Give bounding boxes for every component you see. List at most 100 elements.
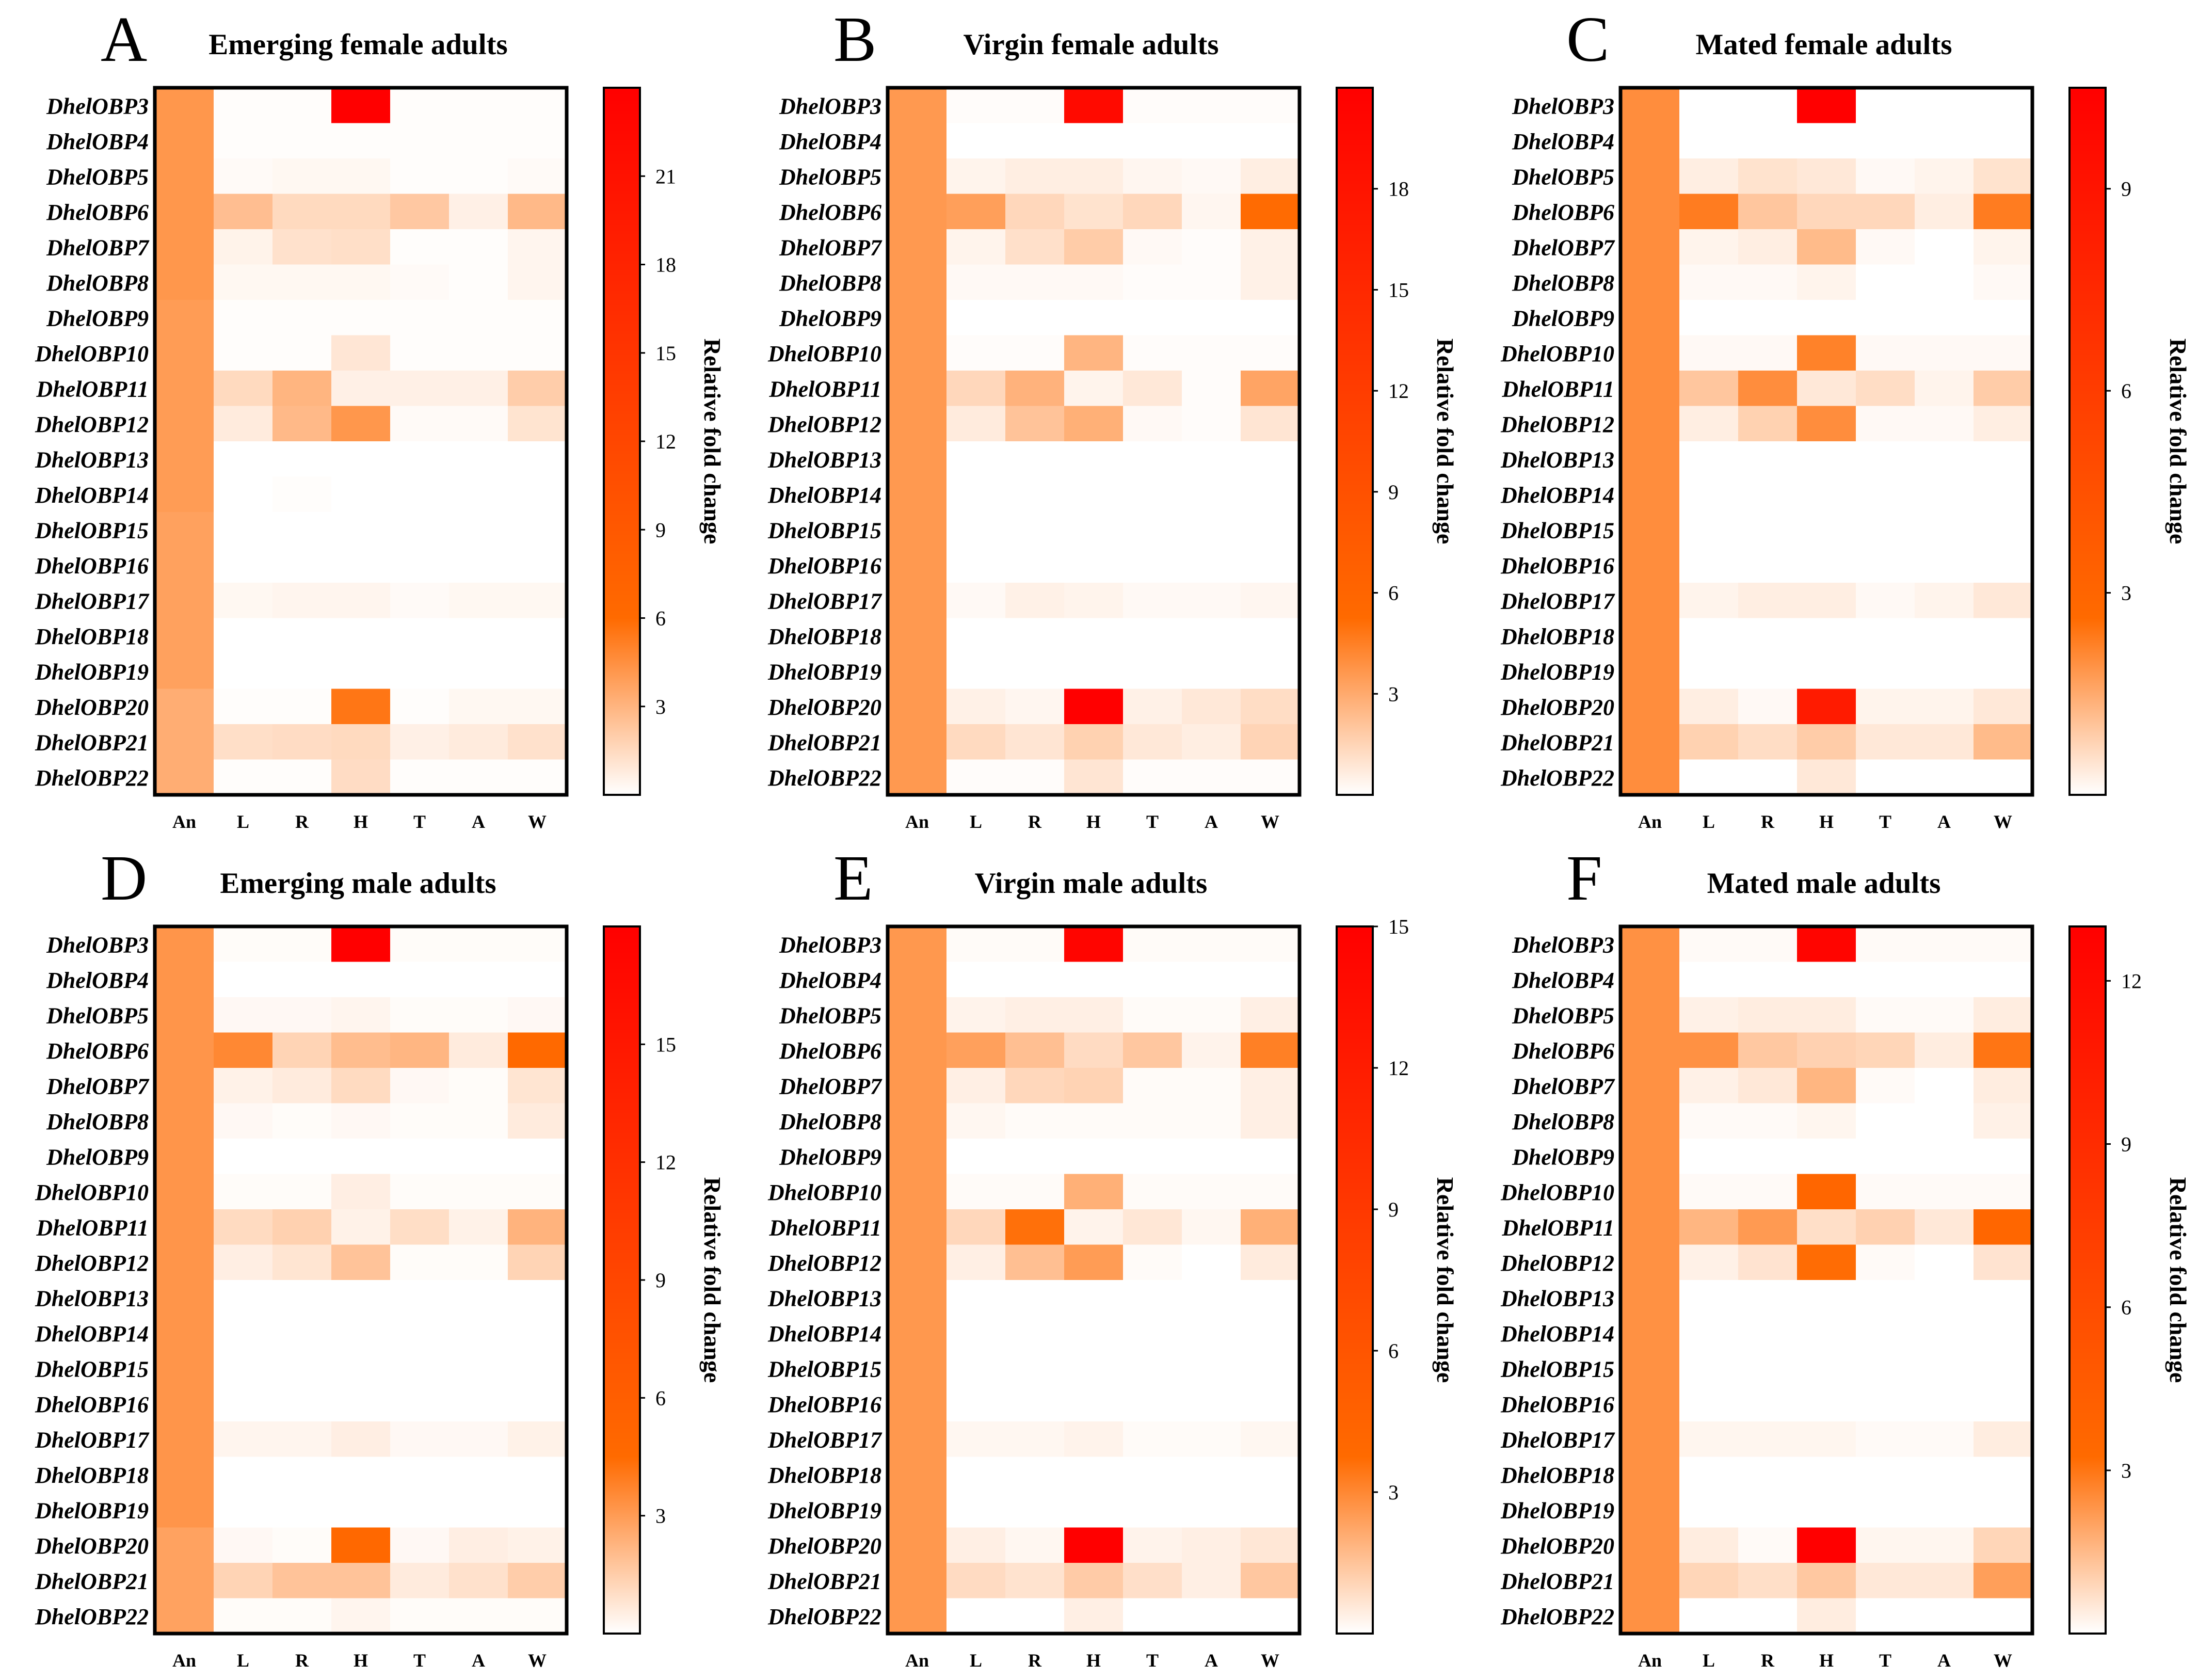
heatmap-cell [1241,1315,1300,1351]
heatmap-cell [1797,1244,1856,1281]
heatmap-cell [888,88,947,124]
heatmap-cell [888,1527,947,1563]
colorbar-label: Relative fold change [1432,1177,1458,1383]
heatmap-cell [1005,406,1065,442]
colorbar-tick-label: 12 [1388,1057,1409,1080]
heatmap-cell [155,962,214,998]
heatmap-cell [508,653,567,690]
heatmap-cell [390,583,450,619]
heatmap-cell [1621,759,1680,795]
heatmap-cell [1005,194,1065,230]
heatmap-cell [214,689,273,725]
row-label: DhelOBP4 [1512,129,1614,154]
heatmap-cell [390,1068,450,1104]
colorbar-tick-label: 15 [1388,915,1409,938]
heatmap-cell [155,547,214,583]
row-label: DhelOBP20 [1500,695,1614,720]
heatmap-cell [508,962,567,998]
heatmap-cell [155,441,214,477]
heatmap-cell [1738,1457,1798,1493]
heatmap-cell [1856,583,1915,619]
heatmap-cell [1856,1598,1915,1634]
colorbar-tick-label: 21 [655,165,676,188]
heatmap-cell [1738,759,1798,795]
heatmap-cell [214,1457,273,1493]
heatmap-cell [214,1421,273,1458]
heatmap-cell [508,1244,567,1281]
heatmap-cell [1123,1421,1182,1458]
heatmap-cell [1064,1351,1124,1387]
column-label: T [413,1650,426,1671]
colorbar [1336,925,1374,1635]
heatmap-cell [1123,653,1182,690]
heatmap-cell [1241,583,1300,619]
heatmap-cell [1974,1103,2033,1139]
heatmap-cell [1182,689,1241,725]
row-label: DhelOBP17 [1500,588,1615,614]
colorbar-tick-label: 3 [1388,682,1399,706]
heatmap-cell [508,689,567,725]
row-label: DhelOBP9 [46,306,149,331]
heatmap-cell [1797,88,1856,124]
row-label: DhelOBP7 [46,1074,150,1099]
heatmap-cell [1856,653,1915,690]
heatmap-cell [331,962,391,998]
heatmap-cell [449,1068,508,1104]
heatmap-cell [888,406,947,442]
heatmap-cell [1621,1527,1680,1563]
row-label: DhelOBP16 [767,1392,881,1417]
heatmap-cell [508,724,567,760]
heatmap-cell [1797,1068,1856,1104]
heatmap-cell [390,962,450,998]
heatmap-cell [1738,194,1798,230]
heatmap-cell [888,229,947,265]
heatmap-cell [1005,476,1065,513]
heatmap-cell [449,1492,508,1528]
heatmap-cell [272,512,332,548]
heatmap-cell [272,653,332,690]
row-label: DhelOBP8 [779,270,881,296]
heatmap-cell [272,997,332,1033]
heatmap-cell [1064,1527,1124,1563]
heatmap-cell [1915,1174,1974,1210]
heatmap-cell [390,406,450,442]
heatmap-cell [1241,1174,1300,1210]
heatmap-cell [331,1209,391,1245]
heatmap-cell [331,759,391,795]
column-label: R [1761,811,1775,832]
row-label: DhelOBP19 [1500,1498,1614,1523]
heatmap-cell [888,441,947,477]
heatmap-cell [1241,123,1300,159]
heatmap-cell [449,1527,508,1563]
column-label: An [905,1650,929,1671]
heatmap-cell [214,335,273,371]
heatmap-cell [1123,88,1182,124]
heatmap-cell [1679,724,1739,760]
heatmap-cell [1064,441,1124,477]
heatmap-cell [1856,724,1915,760]
heatmap-cell [214,406,273,442]
column-label: A [1937,1650,1951,1671]
heatmap-cell [1621,653,1680,690]
heatmap-cell [1856,1103,1915,1139]
heatmap-cell [1064,1315,1124,1351]
heatmap-cell [1123,997,1182,1033]
heatmap-cell [1064,1421,1124,1458]
heatmap-cell [508,476,567,513]
heatmap-cell [1974,1315,2033,1351]
heatmap-cell [331,123,391,159]
chart-title: Mated male adults [1707,867,1941,900]
heatmap-cell [888,1386,947,1422]
heatmap-cell [888,371,947,407]
row-label: DhelOBP13 [35,1286,149,1311]
row-label: DhelOBP12 [767,412,881,437]
row-label: DhelOBP13 [767,447,881,472]
heatmap-cell [1064,1563,1124,1599]
heatmap-cell [1241,1563,1300,1599]
row-label: DhelOBP8 [46,270,149,296]
heatmap-cell [1679,88,1739,124]
heatmap-cell [1123,476,1182,513]
heatmap-cell [1182,441,1241,477]
heatmap-cell [331,1563,391,1599]
heatmap-cell [508,1386,567,1422]
